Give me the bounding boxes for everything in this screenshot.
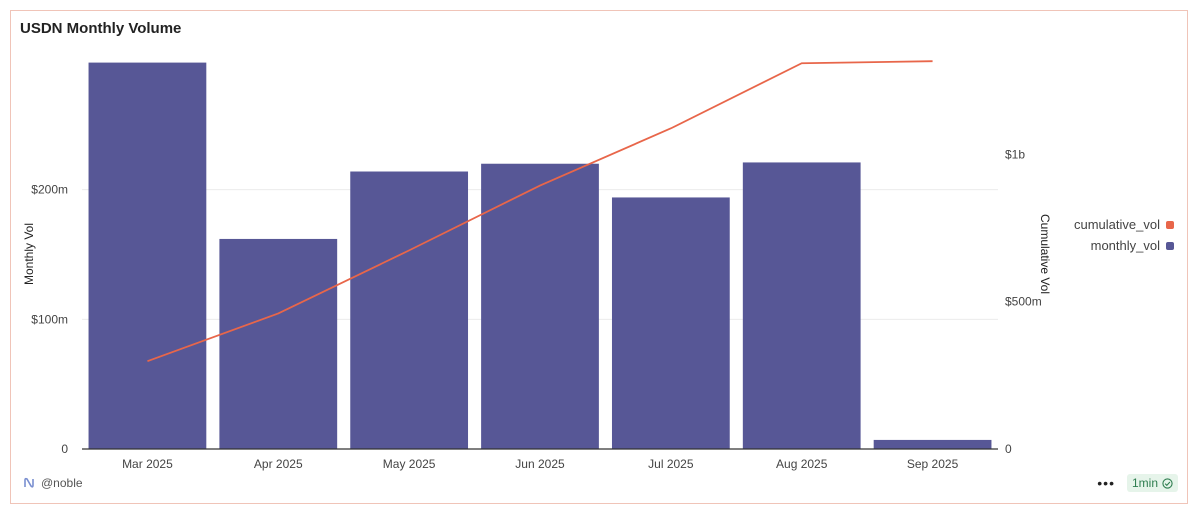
footer-attribution: @noble xyxy=(22,476,83,490)
bar-monthly-vol xyxy=(88,62,207,450)
legend-swatch-monthly xyxy=(1166,241,1174,250)
y2-tick-label: $500m xyxy=(1005,295,1042,309)
x-tick-label: Jun 2025 xyxy=(515,457,565,471)
y-axis-title: Monthly Vol xyxy=(22,223,36,285)
bar-monthly-vol xyxy=(481,163,599,449)
y2-axis-title: Cumulative Vol xyxy=(1038,214,1052,294)
legend-label-cumulative: cumulative_vol xyxy=(1074,217,1160,232)
author-handle: @noble xyxy=(41,476,83,490)
x-tick-label: Jul 2025 xyxy=(648,457,694,471)
bar-monthly-vol xyxy=(873,439,992,449)
legend-item-monthly[interactable]: monthly_vol xyxy=(1074,235,1174,256)
legend-swatch-cumulative xyxy=(1166,220,1174,229)
legend: cumulative_vol monthly_vol xyxy=(1074,214,1174,256)
line-cumulative-vol xyxy=(147,60,933,363)
legend-item-cumulative[interactable]: cumulative_vol xyxy=(1074,214,1174,235)
x-tick-label: May 2025 xyxy=(383,457,436,471)
chart-title: USDN Monthly Volume xyxy=(20,20,182,37)
bar-monthly-vol xyxy=(219,238,338,449)
bar-monthly-vol xyxy=(611,197,730,449)
x-tick-label: Apr 2025 xyxy=(254,457,303,471)
noble-logo-icon xyxy=(24,477,34,488)
legend-label-monthly: monthly_vol xyxy=(1090,238,1160,253)
y-tick-label: $100m xyxy=(31,312,68,326)
x-tick-label: Sep 2025 xyxy=(907,457,959,471)
x-tick-label: Mar 2025 xyxy=(122,457,173,471)
bar-monthly-vol xyxy=(742,162,861,450)
bar-monthly-vol xyxy=(350,171,469,449)
y-tick-label: $200m xyxy=(31,183,68,197)
footer-actions: ••• 1min xyxy=(1097,474,1178,492)
check-circle-icon xyxy=(1162,477,1173,489)
y2-tick-label: 0 xyxy=(1005,442,1012,456)
y-tick-label: 0 xyxy=(61,442,68,456)
y2-tick-label: $1b xyxy=(1005,147,1025,161)
refresh-badge[interactable]: 1min xyxy=(1126,474,1178,492)
chart-card xyxy=(10,10,1188,504)
refresh-interval: 1min xyxy=(1131,476,1158,490)
x-tick-label: Aug 2025 xyxy=(776,457,828,471)
more-options-icon[interactable]: ••• xyxy=(1097,475,1115,491)
